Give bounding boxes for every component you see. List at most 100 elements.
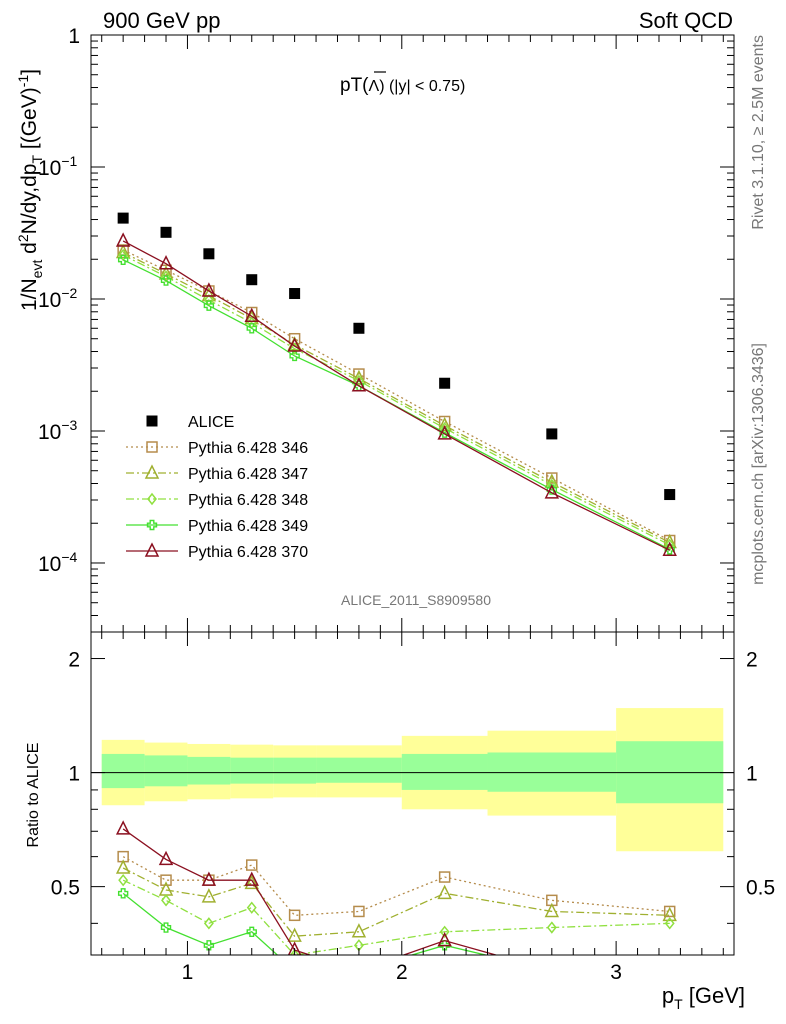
main-point-s349-1: [160, 275, 172, 286]
ratio-point-s347-7: [544, 902, 560, 918]
main-point-data-3: [246, 274, 258, 286]
plot-title-symbol: Λ: [369, 78, 380, 95]
main-point-s370-2: [201, 282, 217, 297]
band-inner-5: [316, 757, 402, 783]
ratio-point-s347-3: [244, 874, 259, 890]
band-inner-4: [273, 757, 317, 784]
ratio-point-s346-8: [663, 905, 676, 918]
plot-title: pT(Λ) (|y| < 0.75): [340, 75, 465, 96]
ratio-point-s370-4: [287, 941, 302, 955]
header-left: 900 GeV pp: [103, 8, 220, 33]
ratio-y-tick-label-left: 1: [68, 763, 80, 786]
mcplots-label: mcplots.cern.ch [arXiv:1306.3436]: [750, 343, 767, 585]
main-line-s349: [122, 259, 670, 550]
main-point-data-8: [664, 489, 676, 501]
legend-label-s346: Pythia 6.428 346: [188, 440, 308, 457]
ratio-point-s346-3: [246, 859, 258, 871]
ratio-plot-area: [115, 820, 677, 976]
main-point-s347-1: [158, 265, 174, 280]
main-point-s347-6: [437, 416, 452, 432]
ratio-point-s349-8: [665, 966, 674, 975]
ratio-point-s370-8: [664, 964, 676, 976]
main-point-s370-0: [115, 232, 131, 247]
ratio-point-s347-4: [287, 927, 302, 942]
ratio-point-s348-2: [203, 917, 214, 930]
ratio-y-axis-label: Ratio to ALICE: [25, 743, 42, 848]
ratio-point-s349-3: [246, 926, 257, 937]
ratio-point-s370-7: [546, 964, 558, 976]
ratio-y-tick-label-right: 2: [746, 649, 758, 672]
ratio-point-s348-1: [161, 894, 171, 907]
main-point-data-7: [546, 428, 558, 440]
band-inner-3: [230, 757, 274, 784]
ratio-point-s370-0: [115, 820, 131, 835]
main-point-s370-5: [351, 377, 367, 392]
legend: ALICE Pythia 6.428 346 Pythia 6.428 347 Pyt…: [126, 414, 308, 561]
ratio-point-s349-1: [160, 922, 172, 933]
legend-marker-s347: [144, 464, 160, 479]
ratio-plot-frame: [90, 631, 735, 956]
x-tick-label: 1: [182, 961, 194, 984]
ratio-point-s347-8: [662, 906, 677, 922]
rivet-label: Rivet 3.1.10, ≥ 2.5M events: [750, 35, 767, 230]
ratio-line-s346: [122, 856, 670, 916]
legend-marker-s346: [146, 441, 158, 453]
ratio-point-s349-0: [117, 888, 129, 899]
main-line-s348: [122, 254, 670, 546]
main-point-s347-5: [351, 369, 367, 385]
ratio-point-s370-6: [437, 932, 452, 947]
y-tick-label: 10−1: [38, 153, 78, 180]
ratio-point-s347-5: [351, 923, 367, 938]
y-axis-label: 1/Nevt d2N/dy,dpT [(GeV)-1]: [15, 69, 45, 311]
ratio-y-tick-label-left: 0.5: [51, 877, 80, 900]
ratio-point-s349-5: [354, 966, 363, 975]
main-plot-frame: [90, 34, 735, 633]
main-point-s370-3: [244, 307, 259, 323]
legend-label-s347: Pythia 6.428 347: [188, 466, 308, 483]
ratio-point-s348-3: [246, 901, 257, 914]
main-point-s349-2: [203, 300, 215, 311]
main-point-s349-4: [289, 350, 300, 362]
legend-marker-s349: [146, 519, 158, 531]
legend-label-s348: Pythia 6.428 348: [188, 492, 308, 509]
main-point-s347-8: [662, 533, 677, 549]
main-point-s370-4: [287, 337, 302, 352]
main-point-s370-1: [158, 255, 174, 270]
main-plot-area: [115, 212, 677, 556]
main-point-data-0: [117, 212, 129, 224]
header-right: Soft QCD: [639, 8, 733, 33]
ratio-point-s346-4: [288, 909, 301, 922]
ratio-point-s349-4: [290, 966, 299, 975]
analysis-label: ALICE_2011_S8909580: [341, 592, 491, 608]
main-point-s349-3: [246, 323, 257, 334]
y-tick-label: 10−3: [38, 417, 78, 444]
uncertainty-bands: [91, 708, 734, 852]
ratio-y-tick-label-left: 2: [68, 649, 80, 672]
x-tick-label: 2: [396, 961, 408, 984]
ratio-y-tick-label-right: 1: [746, 763, 758, 786]
band-inner-6: [401, 753, 488, 790]
ratio-point-s346-6: [438, 871, 451, 883]
ratio-point-s346-1: [160, 874, 172, 886]
plot-title-main: pT(: [340, 75, 369, 96]
main-point-data-4: [289, 288, 301, 300]
main-point-s347-0: [115, 243, 131, 259]
ratio-point-s346-5: [353, 905, 365, 918]
main-point-s348-1: [161, 270, 171, 283]
x-tick-label: 3: [610, 961, 622, 984]
band-inner-2: [187, 756, 231, 785]
main-point-data-2: [203, 248, 215, 260]
ratio-point-s370-5: [353, 964, 365, 976]
ratio-line-s370: [122, 828, 499, 955]
ratio-point-s347-2: [201, 888, 217, 903]
legend-marker-data: [146, 415, 158, 427]
main-point-data-6: [439, 377, 451, 389]
y-tick-label: 10−4: [38, 549, 78, 576]
ratio-point-s348-7: [546, 921, 557, 934]
ratio-point-s370-2: [201, 871, 217, 886]
ratio-point-s370-3: [244, 871, 259, 886]
ratio-point-s348-8: [664, 917, 675, 930]
ratio-point-s349-7: [547, 966, 556, 975]
main-point-s370-8: [662, 541, 677, 556]
